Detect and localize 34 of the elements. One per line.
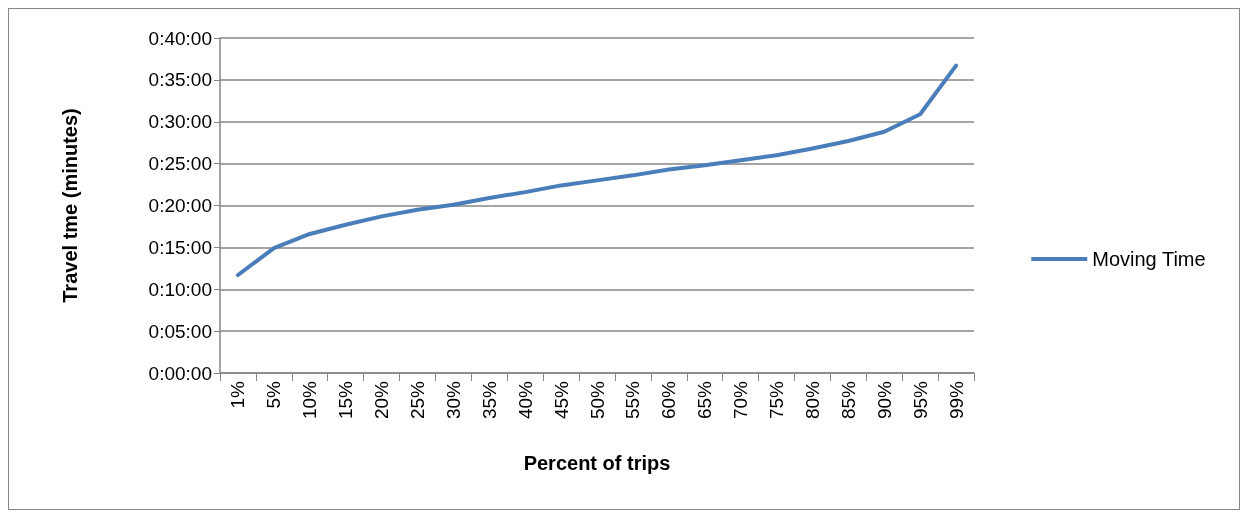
- y-tick-label: 0:35:00: [148, 69, 212, 91]
- y-tick-label: 0:25:00: [148, 153, 212, 175]
- y-tick-label: 0:40:00: [148, 27, 212, 49]
- legend-label: Moving Time: [1092, 248, 1206, 270]
- x-tick-label: 10%: [299, 380, 321, 420]
- x-tick-label: 90%: [873, 380, 895, 420]
- x-tick-label: 85%: [837, 380, 859, 420]
- y-tick-label: 0:05:00: [148, 320, 212, 342]
- y-tick-label: 0:20:00: [148, 195, 212, 216]
- line-series: [235, 63, 959, 278]
- x-tick-label: 45%: [550, 380, 572, 420]
- y-tick-label: 0:10:00: [148, 278, 212, 300]
- x-tick-label: 60%: [658, 380, 680, 420]
- x-tick-label: 75%: [766, 380, 788, 420]
- x-tick-label: 95%: [909, 380, 931, 420]
- x-axis-title: Percent of trips: [523, 452, 671, 474]
- y-tick-label: 0:15:00: [148, 236, 212, 258]
- y-tick-label: 0:30:00: [148, 111, 212, 133]
- x-tick-label: 70%: [730, 380, 752, 420]
- x-tick-label: 65%: [694, 380, 716, 420]
- x-tick-label: 25%: [406, 380, 428, 420]
- y-tick-label: 0:00:00: [148, 362, 212, 384]
- x-tick-label: 5%: [263, 380, 285, 409]
- x-tick-label: 99%: [945, 380, 967, 420]
- x-tick-label: 1%: [227, 380, 249, 409]
- x-tick-label: 55%: [622, 380, 644, 420]
- x-tick-label: 40%: [514, 380, 536, 420]
- x-tick-label: 20%: [371, 380, 393, 420]
- y-axis-title: Travel tme (minutes): [59, 108, 81, 303]
- x-tick-label: 15%: [335, 380, 357, 420]
- x-tick-label: 35%: [478, 380, 500, 420]
- x-tick-label: 30%: [442, 380, 464, 420]
- x-tick-label: 80%: [801, 380, 823, 420]
- x-tick-label: 50%: [586, 380, 608, 420]
